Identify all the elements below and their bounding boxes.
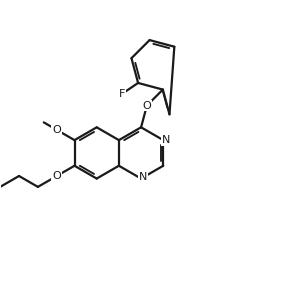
Text: O: O [143,101,151,110]
Text: N: N [162,135,170,145]
Text: O: O [52,171,61,181]
Text: O: O [52,125,61,135]
Text: F: F [119,89,125,99]
Text: N: N [138,172,147,182]
